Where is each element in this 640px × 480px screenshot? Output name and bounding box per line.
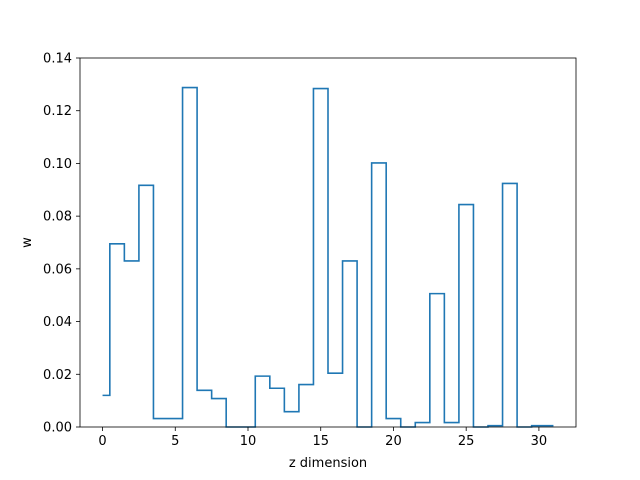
y-axis-label: w [20, 237, 35, 248]
x-tick-label: 30 [531, 434, 548, 449]
y-tick-label: 0.12 [43, 104, 72, 119]
x-tick-label: 10 [240, 434, 257, 449]
y-tick-label: 0.10 [43, 157, 72, 172]
y-tick-label: 0.14 [43, 52, 72, 67]
x-tick-label: 15 [312, 434, 329, 449]
y-tick-label: 0.02 [43, 368, 72, 383]
y-axis-ticks: 0.00 0.02 0.04 0.06 0.08 0.10 0.12 0.14 [43, 52, 80, 436]
y-tick-label: 0.04 [43, 315, 72, 330]
x-tick-label: 5 [171, 434, 179, 449]
y-tick-label: 0.06 [43, 262, 72, 277]
x-tick-label: 20 [385, 434, 402, 449]
y-tick-label: 0.00 [43, 421, 72, 436]
x-axis-ticks: 0 5 10 15 20 25 30 [98, 427, 547, 449]
x-tick-label: 25 [458, 434, 475, 449]
x-axis-label: z dimension [289, 456, 367, 471]
axes-frame [79, 57, 577, 428]
y-tick-label: 0.08 [43, 210, 72, 225]
x-tick-label: 0 [98, 434, 106, 449]
